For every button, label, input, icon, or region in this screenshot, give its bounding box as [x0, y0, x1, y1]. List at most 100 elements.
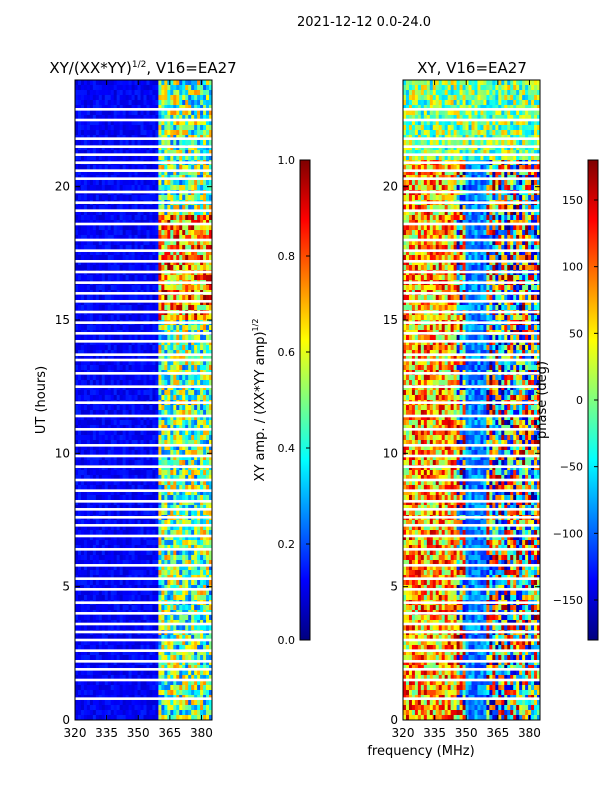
- heatmap-cell: [140, 140, 144, 146]
- heatmap-cell: [158, 125, 162, 131]
- heatmap-cell: [80, 245, 85, 251]
- heatmap-cell: [113, 250, 118, 256]
- heatmap-cell: [176, 520, 180, 526]
- heatmap-cell: [125, 165, 130, 171]
- heatmap-cell: [188, 240, 192, 246]
- heatmap-cell: [98, 405, 103, 411]
- heatmap-cell: [173, 165, 177, 171]
- heatmap-cell: [134, 445, 138, 451]
- heatmap-cell: [104, 380, 109, 386]
- heatmap-cell: [110, 360, 115, 366]
- heatmap-cell: [131, 475, 135, 481]
- heatmap-cell: [161, 180, 165, 186]
- heatmap-cell: [167, 430, 171, 436]
- heatmap-cell: [128, 95, 132, 101]
- heatmap-cell: [110, 565, 115, 571]
- heatmap-cell: [113, 325, 118, 331]
- heatmap-cell: [191, 285, 195, 291]
- heatmap-cell: [209, 180, 213, 186]
- heatmap-cell: [197, 615, 201, 621]
- heatmap-cell: [206, 170, 210, 176]
- heatmap-cell: [200, 95, 204, 101]
- heatmap-cell: [137, 440, 141, 446]
- heatmap-cell: [203, 585, 207, 591]
- heatmap-cell: [122, 85, 127, 91]
- heatmap-cell: [95, 425, 100, 431]
- heatmap-cell: [83, 585, 88, 591]
- heatmap-cell: [149, 485, 153, 491]
- heatmap-cell: [173, 570, 177, 576]
- heatmap-cell: [194, 315, 198, 321]
- heatmap-cell: [140, 265, 144, 271]
- heatmap-cell: [185, 455, 189, 461]
- heatmap-cell: [86, 410, 91, 416]
- heatmap-cell: [188, 300, 192, 306]
- heatmap-cell: [119, 115, 124, 121]
- heatmap-cell: [104, 560, 109, 566]
- heatmap-cell: [182, 580, 186, 586]
- heatmap-cell: [200, 405, 204, 411]
- heatmap-cell: [89, 150, 94, 156]
- heatmap-cell: [143, 590, 147, 596]
- heatmap-cell: [188, 375, 192, 381]
- heatmap-cell: [179, 255, 183, 261]
- heatmap-cell: [122, 300, 127, 306]
- heatmap-cell: [83, 255, 88, 261]
- heatmap-cell: [146, 605, 150, 611]
- heatmap-cell: [95, 335, 100, 341]
- heatmap-cell: [113, 390, 118, 396]
- heatmap-cell: [122, 520, 127, 526]
- heatmap-cell: [170, 140, 174, 146]
- heatmap-cell: [167, 150, 171, 156]
- heatmap-cell: [125, 335, 130, 341]
- heatmap-cell: [137, 475, 141, 481]
- heatmap-cell: [137, 455, 141, 461]
- heatmap-cell: [146, 345, 150, 351]
- heatmap-cell: [86, 340, 91, 346]
- heatmap-cell: [179, 195, 183, 201]
- heatmap-cell: [146, 180, 150, 186]
- heatmap-cell: [113, 150, 118, 156]
- heatmap-cell: [191, 395, 195, 401]
- heatmap-cell: [116, 535, 121, 541]
- heatmap-cell: [83, 350, 88, 356]
- heatmap-cell: [116, 295, 121, 301]
- heatmap-cell: [164, 440, 168, 446]
- heatmap-cell: [158, 525, 162, 531]
- heatmap-cell: [149, 305, 153, 311]
- heatmap-cell: [143, 325, 147, 331]
- heatmap-cell: [206, 150, 210, 156]
- heatmap-cell: [191, 250, 195, 256]
- heatmap-cell: [194, 150, 198, 156]
- heatmap-cell: [167, 295, 171, 301]
- heatmap-cell: [110, 550, 115, 556]
- heatmap-cell: [86, 570, 91, 576]
- heatmap-cell: [200, 500, 204, 506]
- heatmap-cell: [140, 360, 144, 366]
- heatmap-cell: [182, 240, 186, 246]
- heatmap-cell: [75, 300, 79, 306]
- heatmap-cell: [95, 405, 100, 411]
- heatmap-cell: [86, 580, 91, 586]
- heatmap-cell: [104, 545, 109, 551]
- heatmap-cell: [83, 325, 88, 331]
- heatmap-cell: [86, 365, 91, 371]
- heatmap-cell: [101, 410, 106, 416]
- heatmap-cell: [95, 380, 100, 386]
- heatmap-cell: [104, 130, 109, 136]
- heatmap-cell: [131, 545, 135, 551]
- heatmap-cell: [143, 420, 147, 426]
- heatmap-cell: [125, 445, 130, 451]
- heatmap-cell: [92, 90, 97, 96]
- heatmap-cell: [167, 535, 171, 541]
- heatmap-cell: [98, 365, 103, 371]
- heatmap-cell: [75, 185, 79, 191]
- heatmap-cell: [113, 305, 118, 311]
- heatmap-cell: [122, 105, 127, 111]
- heatmap-cell: [134, 90, 138, 96]
- heatmap-cell: [176, 140, 180, 146]
- heatmap-cell: [137, 215, 141, 221]
- heatmap-cell: [125, 390, 130, 396]
- heatmap-cell: [75, 395, 79, 401]
- heatmap-cell: [176, 535, 180, 541]
